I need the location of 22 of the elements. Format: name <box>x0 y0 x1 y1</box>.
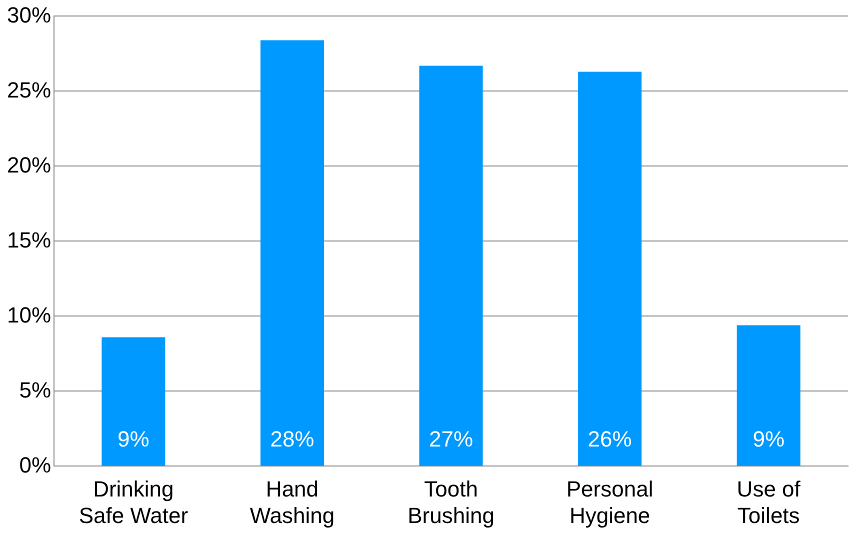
bar <box>260 40 324 466</box>
x-tick-label: Tooth Brushing <box>408 476 494 528</box>
bar <box>102 337 166 466</box>
data-label: 27% <box>428 426 474 452</box>
data-label: 28% <box>270 426 314 452</box>
bar <box>419 66 483 466</box>
y-tick-label: 10% <box>6 302 52 328</box>
x-tick-label: Hand Washing <box>250 476 335 528</box>
y-tick-label: 30% <box>6 2 52 28</box>
data-label: 26% <box>588 426 632 452</box>
bar <box>736 325 800 466</box>
y-tick-label: 0% <box>19 452 52 478</box>
x-tick-label: Drinking Safe Water <box>78 476 188 528</box>
y-tick-label: 5% <box>19 377 52 402</box>
x-tick-label: Personal Hygiene <box>566 476 654 528</box>
x-tick-label: Use of Toilets <box>736 476 802 528</box>
y-tick-label: 25% <box>6 77 52 102</box>
data-label: 9% <box>752 426 784 452</box>
y-tick-label: 15% <box>6 227 52 252</box>
data-label: 9% <box>118 426 150 452</box>
bar <box>578 72 642 466</box>
y-tick-label: 20% <box>6 152 52 178</box>
